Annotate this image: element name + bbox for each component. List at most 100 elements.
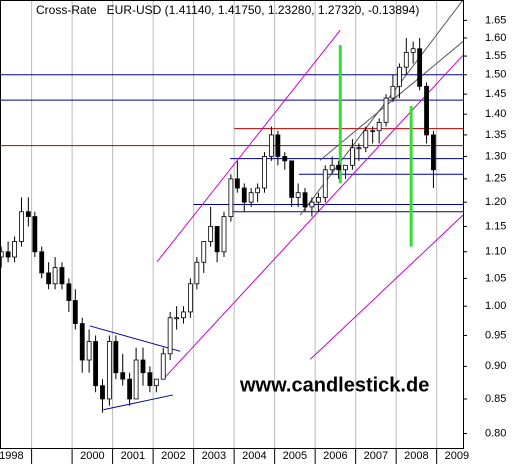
candle-body: [322, 169, 328, 198]
x-tick-label: 2003: [202, 450, 226, 462]
candle-body: [289, 160, 295, 198]
y-tick-label: 1.40: [485, 108, 506, 120]
candle-body: [167, 317, 173, 355]
candle-body: [208, 226, 214, 242]
x-tick-label: 2001: [121, 450, 145, 462]
trend-line: [156, 29, 341, 263]
candle-body: [336, 164, 342, 171]
candle-body: [153, 378, 159, 387]
y-tick-label: 1.50: [485, 69, 506, 81]
candle-body: [370, 130, 376, 133]
candle-body: [363, 130, 369, 149]
candle-body: [201, 241, 207, 263]
y-tick-label: 1.60: [485, 32, 506, 44]
candle-body: [187, 283, 193, 313]
y-tick-label: 0.90: [485, 360, 506, 372]
candle-body: [86, 341, 92, 361]
candle-body: [106, 341, 112, 400]
candle-body: [241, 187, 247, 203]
candle-body: [410, 48, 416, 53]
candle-body: [302, 192, 308, 208]
y-tick-label: 1.45: [485, 88, 506, 100]
candle-body: [390, 85, 396, 99]
x-tick-label: 2002: [161, 450, 185, 462]
candle-body: [0, 251, 4, 258]
candle-body: [350, 147, 355, 166]
y-tick-label: 1.05: [485, 272, 506, 284]
y-tick-label: 1.15: [485, 220, 506, 232]
y-tick-label: 1.20: [485, 196, 506, 208]
x-tick-label: 2007: [364, 450, 388, 462]
y-tick-label: 1.00: [485, 300, 506, 312]
candle-body: [46, 272, 52, 285]
candle-body: [59, 267, 65, 285]
candle-body: [100, 385, 105, 400]
candle-body: [262, 156, 267, 189]
candle-body: [133, 359, 139, 400]
x-tick-label: 2004: [242, 450, 266, 462]
candle-body: [228, 178, 234, 217]
candle-body: [309, 201, 315, 208]
x-tick-label: 2009: [445, 450, 469, 462]
candle-body: [140, 359, 146, 374]
candle-body: [424, 85, 429, 136]
y-tick-label: 1.55: [485, 50, 506, 62]
candle-body: [93, 341, 98, 387]
plot-frame: [0, 0, 464, 449]
candle-body: [72, 300, 78, 324]
candle-body: [329, 164, 335, 171]
candle-body: [383, 97, 389, 123]
y-tick-label: 1.30: [485, 150, 506, 162]
candle-body: [147, 372, 153, 387]
x-tick-label: 2008: [404, 450, 428, 462]
candle-body: [417, 48, 423, 87]
candle-body: [120, 372, 126, 380]
candle-body: [52, 267, 58, 285]
candle-body: [282, 156, 288, 162]
trend-line: [103, 394, 174, 411]
y-tick-label: 1.35: [485, 129, 506, 141]
candle-body: [315, 197, 321, 203]
y-tick-label: 1.10: [485, 246, 506, 258]
x-tick-label: 2006: [323, 450, 347, 462]
candle-body: [174, 317, 180, 320]
candle-body: [194, 261, 200, 285]
candle-body: [343, 164, 348, 171]
candle-body: [356, 147, 362, 150]
plot-area: [0, 0, 464, 448]
y-tick-label: 1.25: [485, 173, 506, 185]
candle-body: [5, 251, 11, 258]
trend-line: [309, 214, 464, 360]
candle-body: [268, 134, 274, 157]
candle-body: [66, 283, 72, 301]
candle-body: [25, 211, 31, 217]
candle-body: [431, 134, 436, 171]
candle-body: [403, 51, 409, 68]
y-tick-label: 0.85: [485, 393, 506, 405]
trend-line: [162, 54, 464, 380]
candle-body: [160, 353, 166, 380]
trend-line: [89, 325, 181, 352]
candle-body: [234, 178, 240, 189]
chart-title: Cross-Rate EUR-USD (1.41140, 1.41750, 1.…: [36, 3, 419, 17]
candle-body: [32, 216, 38, 253]
candle-body: [127, 378, 133, 400]
candle-body: [275, 134, 281, 157]
candle-body: [221, 216, 227, 253]
x-tick-label: 1998: [0, 450, 24, 462]
watermark: www.candlestick.de: [239, 374, 429, 396]
candle-body: [397, 66, 402, 87]
candle-body: [113, 341, 119, 374]
y-tick-label: 0.95: [485, 329, 506, 341]
candle-body: [79, 323, 85, 361]
candle-body: [12, 241, 17, 258]
candle-body: [214, 226, 220, 253]
x-tick-label: 2005: [283, 450, 307, 462]
candle-body: [39, 251, 45, 274]
x-tick-label: 2000: [80, 450, 104, 462]
candle-body: [255, 187, 261, 194]
candle-body: [181, 311, 186, 319]
trend-line: [319, 41, 464, 161]
